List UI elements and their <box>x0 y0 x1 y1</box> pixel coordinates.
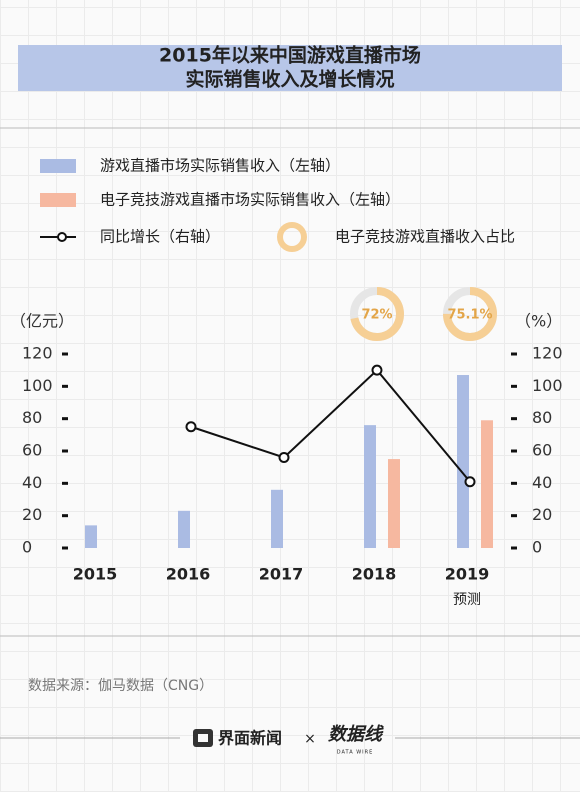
brand-icon <box>198 734 208 742</box>
y2-axis-label: （%） <box>515 312 562 331</box>
bar <box>481 420 493 548</box>
x-tick-label: 2019 <box>445 565 490 584</box>
separator: × <box>304 731 316 747</box>
donut-arc <box>350 287 404 341</box>
bar <box>364 425 376 548</box>
y2-tick-label: 60 <box>532 441 552 460</box>
y-tick-label: 60 <box>22 441 42 460</box>
title-band <box>18 45 562 91</box>
legend-label: 游戏直播市场实际销售收入（左轴） <box>100 157 340 175</box>
y2-tick-label: 120 <box>532 344 563 363</box>
legend-label: 电子竞技游戏直播收入占比 <box>335 228 515 246</box>
y2-tick-label: 80 <box>532 408 552 427</box>
partner: 数据线 <box>328 724 384 745</box>
y2-tick-label: 40 <box>532 473 552 492</box>
line-point <box>185 421 197 433</box>
bar <box>457 375 469 548</box>
y-axis-label: （亿元） <box>10 312 74 331</box>
brand: 界面新闻 <box>218 729 282 748</box>
y-tick-label: 80 <box>22 408 42 427</box>
donut-label: 75.1% <box>447 308 492 323</box>
bar <box>85 525 97 548</box>
legend-label: 电子竞技游戏直播市场实际销售收入（左轴） <box>100 191 400 209</box>
x-tick-label: 2016 <box>166 565 211 584</box>
chart-title: 实际销售收入及增长情况 <box>185 68 394 91</box>
x-tick-label: 2017 <box>259 565 304 584</box>
x-tick-label: 2015 <box>73 565 118 584</box>
line-point <box>464 476 476 488</box>
y-tick-label: 120 <box>22 344 53 363</box>
legend-swatch <box>57 232 67 242</box>
bar <box>178 510 190 548</box>
x-tick-label: 2018 <box>352 565 397 584</box>
y2-tick-label: 20 <box>532 505 552 524</box>
y-tick-label: 100 <box>22 376 53 395</box>
legend-swatch <box>277 222 307 252</box>
y2-tick-label: 0 <box>532 538 542 557</box>
bar <box>271 489 283 548</box>
line-point <box>278 451 290 463</box>
legend-swatch <box>40 159 76 173</box>
source: 数据来源：伽马数据（CNG） <box>28 678 213 694</box>
donut-label: 72% <box>361 308 392 323</box>
category-note: 预测 <box>453 592 481 608</box>
donut-arc <box>442 287 497 341</box>
partner-sub: DATA WIRE <box>337 750 374 756</box>
y-tick-label: 20 <box>22 505 42 524</box>
y-tick-label: 40 <box>22 473 42 492</box>
line <box>190 368 471 483</box>
y2-tick-label: 100 <box>532 376 563 395</box>
legend-swatch <box>40 193 76 207</box>
bar <box>388 459 400 548</box>
line-point <box>371 364 383 376</box>
chart-title: 2015年以来中国游戏直播市场 <box>159 44 421 67</box>
y-tick-label: 0 <box>22 538 32 557</box>
legend-label: 同比增长（右轴） <box>100 228 220 246</box>
